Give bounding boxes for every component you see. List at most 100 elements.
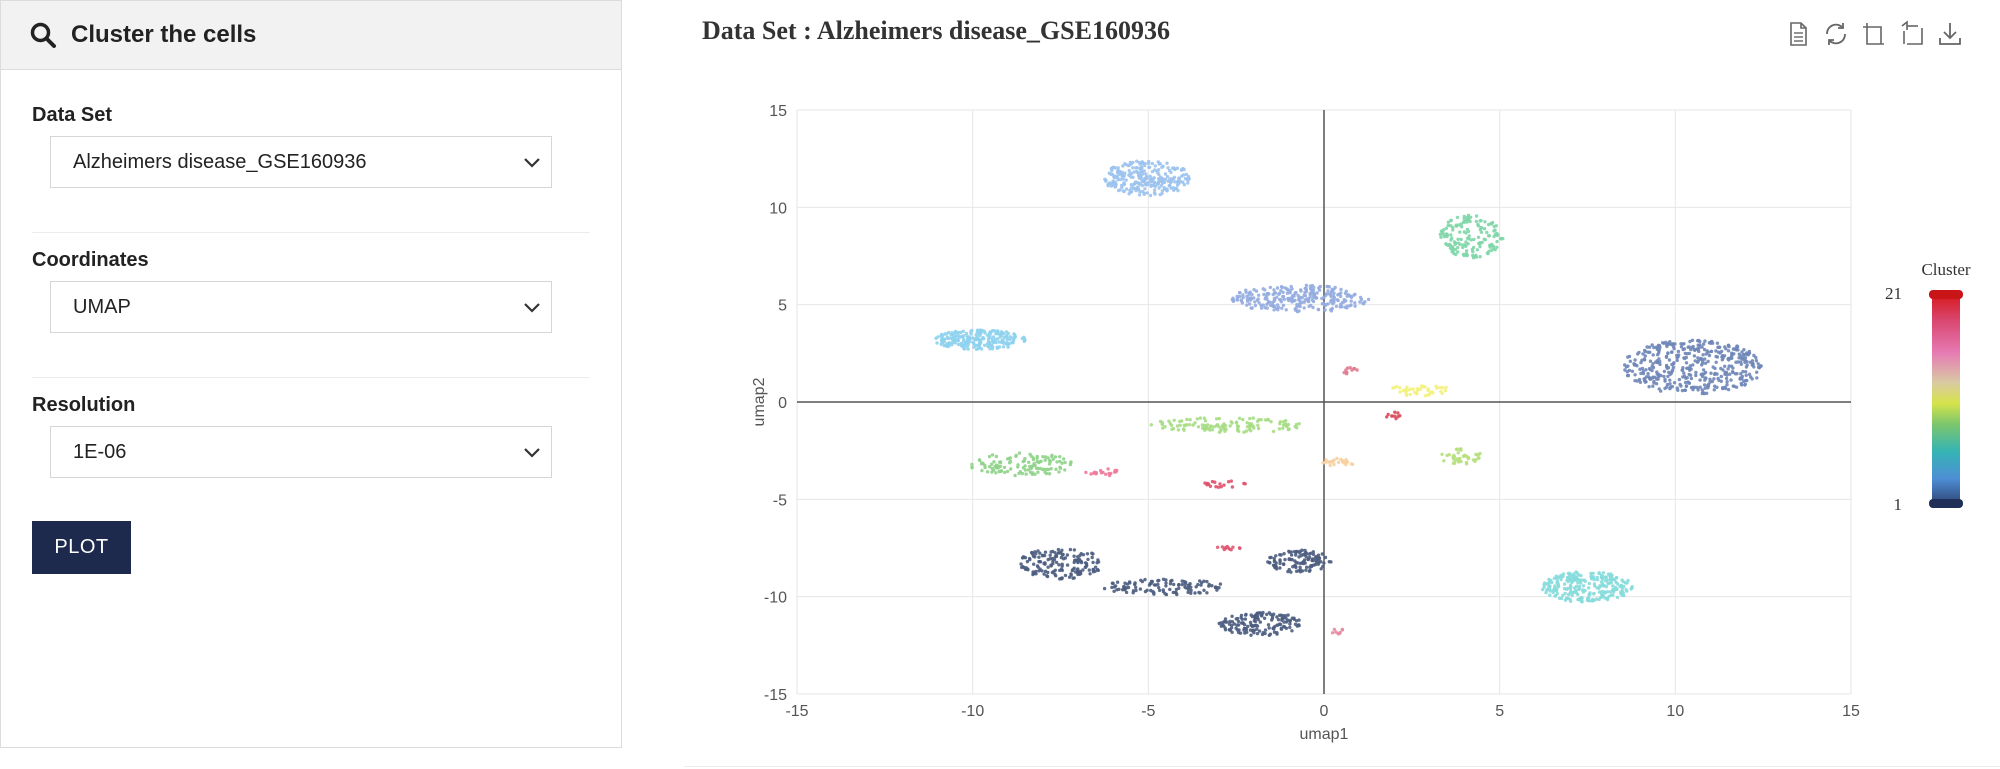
data-point[interactable]	[988, 330, 993, 335]
data-point[interactable]	[1701, 368, 1706, 372]
data-point[interactable]	[1696, 339, 1700, 343]
data-point[interactable]	[1032, 461, 1036, 466]
data-point[interactable]	[1008, 337, 1012, 342]
data-point[interactable]	[1253, 619, 1258, 624]
data-point[interactable]	[1427, 392, 1432, 397]
data-point[interactable]	[1719, 379, 1724, 383]
data-point[interactable]	[1231, 299, 1236, 303]
data-point[interactable]	[1312, 293, 1316, 298]
data-point[interactable]	[1239, 298, 1244, 302]
data-point[interactable]	[1352, 367, 1356, 371]
data-point[interactable]	[1220, 545, 1225, 549]
zoom-icon[interactable]	[1860, 20, 1888, 48]
data-point[interactable]	[939, 332, 944, 337]
data-point[interactable]	[1302, 306, 1306, 310]
data-point[interactable]	[1324, 293, 1328, 297]
data-point[interactable]	[1609, 581, 1614, 585]
data-point[interactable]	[975, 330, 979, 334]
data-point[interactable]	[1329, 298, 1333, 303]
data-point[interactable]	[1563, 598, 1568, 602]
data-point[interactable]	[988, 333, 992, 338]
data-point[interactable]	[1150, 161, 1155, 166]
data-point[interactable]	[1265, 302, 1269, 307]
data-point[interactable]	[1051, 549, 1055, 554]
data-point[interactable]	[1261, 610, 1265, 615]
data-point[interactable]	[1668, 340, 1672, 344]
data-point[interactable]	[1474, 219, 1479, 224]
data-point[interactable]	[1759, 364, 1763, 368]
data-point[interactable]	[1218, 582, 1223, 586]
data-point[interactable]	[1687, 381, 1692, 385]
data-view-icon[interactable]	[1784, 20, 1812, 48]
data-point[interactable]	[1462, 217, 1466, 221]
data-point[interactable]	[1210, 428, 1215, 432]
data-point[interactable]	[1684, 355, 1689, 360]
data-point[interactable]	[1116, 166, 1120, 170]
data-point[interactable]	[1712, 377, 1716, 381]
data-point[interactable]	[1168, 180, 1173, 184]
data-point[interactable]	[1103, 177, 1107, 181]
data-point[interactable]	[1714, 349, 1718, 353]
data-point[interactable]	[1178, 419, 1182, 424]
data-point[interactable]	[1302, 293, 1307, 297]
data-point[interactable]	[1102, 586, 1107, 591]
data-point[interactable]	[1087, 568, 1092, 572]
data-point[interactable]	[1468, 219, 1472, 224]
data-point[interactable]	[1118, 188, 1122, 192]
data-point[interactable]	[1663, 379, 1667, 383]
data-point[interactable]	[1456, 245, 1460, 250]
data-point[interactable]	[1023, 556, 1028, 560]
data-point[interactable]	[1599, 573, 1604, 578]
data-point[interactable]	[1586, 586, 1591, 590]
data-point[interactable]	[1038, 551, 1042, 555]
data-point[interactable]	[1668, 378, 1672, 382]
data-point[interactable]	[1135, 170, 1140, 174]
data-point[interactable]	[1741, 357, 1745, 361]
data-point[interactable]	[1203, 419, 1208, 423]
data-point[interactable]	[1155, 182, 1160, 187]
data-point[interactable]	[1244, 290, 1248, 294]
data-point[interactable]	[1231, 296, 1235, 300]
data-point[interactable]	[1143, 161, 1147, 166]
data-point[interactable]	[1303, 548, 1307, 553]
data-point[interactable]	[1466, 242, 1470, 246]
data-point[interactable]	[1023, 468, 1027, 472]
data-point[interactable]	[1160, 420, 1164, 425]
data-point[interactable]	[1293, 291, 1297, 295]
data-point[interactable]	[987, 454, 992, 459]
data-point[interactable]	[1178, 423, 1182, 427]
data-point[interactable]	[1287, 427, 1291, 431]
data-point[interactable]	[1253, 617, 1257, 621]
data-point[interactable]	[1231, 545, 1235, 549]
data-point[interactable]	[970, 466, 974, 470]
data-point[interactable]	[1144, 175, 1149, 179]
data-point[interactable]	[1275, 286, 1280, 290]
data-point[interactable]	[1244, 612, 1248, 617]
data-point[interactable]	[1469, 238, 1474, 242]
data-point[interactable]	[1069, 573, 1073, 577]
data-point[interactable]	[1321, 301, 1326, 306]
data-point[interactable]	[1131, 160, 1135, 165]
data-point[interactable]	[1235, 616, 1240, 621]
data-point[interactable]	[1714, 354, 1718, 359]
data-point[interactable]	[1702, 383, 1707, 387]
data-point[interactable]	[1126, 163, 1131, 168]
data-point[interactable]	[1734, 385, 1739, 389]
data-point[interactable]	[1111, 165, 1115, 170]
data-point[interactable]	[1054, 467, 1058, 471]
data-point[interactable]	[1199, 583, 1203, 587]
data-point[interactable]	[1657, 344, 1662, 348]
data-point[interactable]	[1153, 168, 1157, 172]
data-point[interactable]	[1208, 428, 1212, 432]
data-point[interactable]	[1655, 346, 1660, 350]
data-point[interactable]	[1249, 633, 1253, 637]
data-point[interactable]	[1398, 390, 1402, 394]
data-point[interactable]	[1689, 385, 1694, 390]
data-point[interactable]	[1330, 631, 1335, 635]
data-point[interactable]	[1606, 581, 1610, 585]
data-point[interactable]	[1404, 390, 1408, 395]
data-point[interactable]	[1625, 373, 1630, 378]
data-point[interactable]	[1174, 186, 1179, 191]
data-point[interactable]	[1700, 363, 1704, 367]
data-point[interactable]	[1223, 626, 1227, 630]
